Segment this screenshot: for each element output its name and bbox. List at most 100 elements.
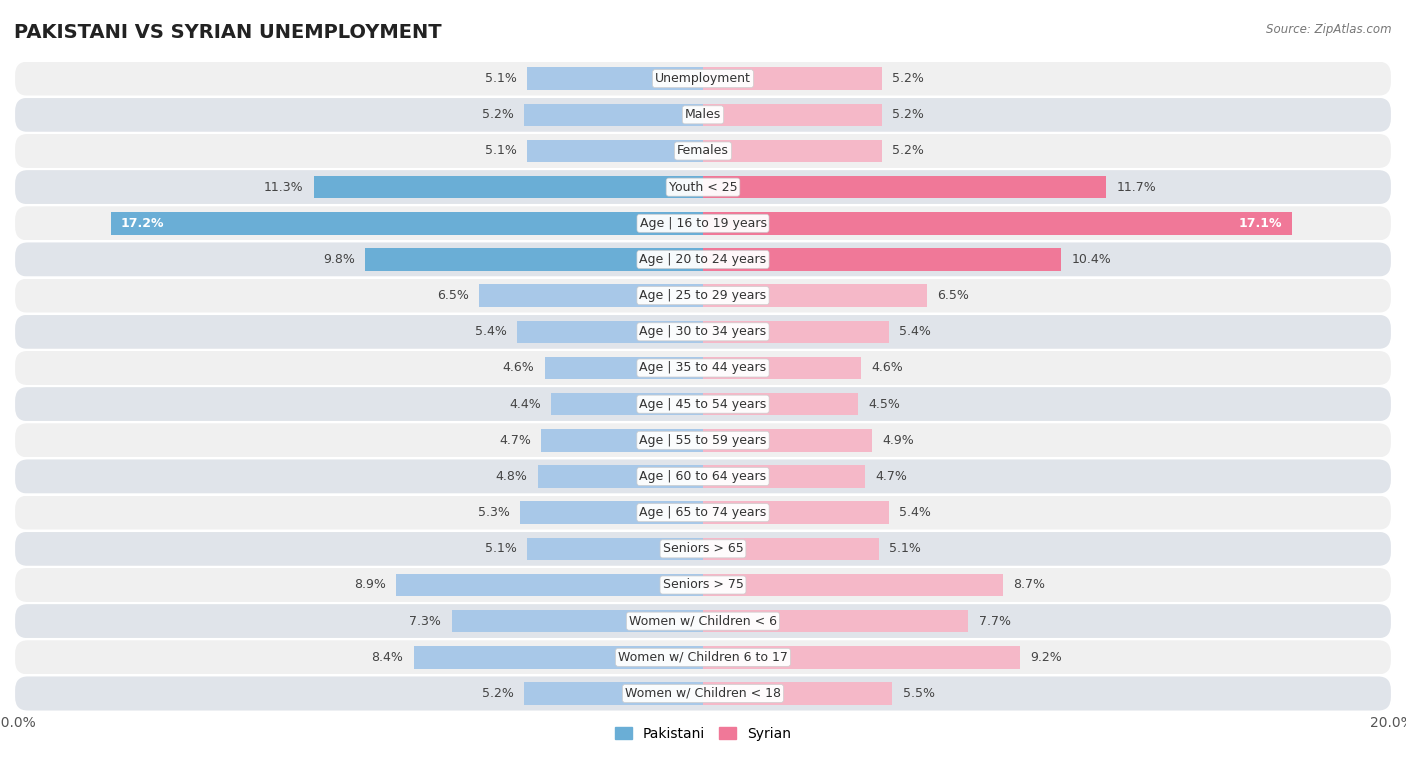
FancyBboxPatch shape (14, 205, 1392, 241)
Bar (703, 248, 1062, 271)
Text: 4.6%: 4.6% (502, 362, 534, 375)
Bar (527, 67, 703, 90)
Text: Age | 16 to 19 years: Age | 16 to 19 years (640, 217, 766, 230)
Text: 10.4%: 10.4% (1071, 253, 1111, 266)
Bar (703, 321, 889, 343)
Bar (703, 682, 893, 705)
Text: 8.9%: 8.9% (354, 578, 387, 591)
FancyBboxPatch shape (14, 97, 1392, 133)
Text: 6.5%: 6.5% (938, 289, 969, 302)
Text: 5.2%: 5.2% (893, 72, 924, 85)
Bar (413, 646, 703, 668)
Bar (703, 429, 872, 451)
FancyBboxPatch shape (14, 386, 1392, 422)
Text: Age | 55 to 59 years: Age | 55 to 59 years (640, 434, 766, 447)
Text: Youth < 25: Youth < 25 (669, 181, 737, 194)
FancyBboxPatch shape (14, 278, 1392, 313)
Bar (537, 466, 703, 488)
Legend: Pakistani, Syrian: Pakistani, Syrian (610, 721, 796, 746)
FancyBboxPatch shape (14, 169, 1392, 205)
Text: 5.2%: 5.2% (893, 108, 924, 121)
Text: Seniors > 65: Seniors > 65 (662, 542, 744, 556)
FancyBboxPatch shape (14, 603, 1392, 639)
Text: 4.7%: 4.7% (875, 470, 907, 483)
Bar (703, 176, 1107, 198)
Text: 5.4%: 5.4% (900, 326, 931, 338)
Bar (451, 610, 703, 632)
FancyBboxPatch shape (14, 494, 1392, 531)
Text: 8.7%: 8.7% (1012, 578, 1045, 591)
Text: 4.5%: 4.5% (869, 397, 900, 410)
FancyBboxPatch shape (14, 313, 1392, 350)
Text: 5.2%: 5.2% (482, 687, 513, 700)
Text: 17.2%: 17.2% (121, 217, 165, 230)
Bar (703, 212, 1292, 235)
Bar (366, 248, 703, 271)
Text: Age | 45 to 54 years: Age | 45 to 54 years (640, 397, 766, 410)
Bar (479, 285, 703, 307)
Text: Seniors > 75: Seniors > 75 (662, 578, 744, 591)
Text: 5.5%: 5.5% (903, 687, 935, 700)
Text: Females: Females (678, 145, 728, 157)
FancyBboxPatch shape (14, 350, 1392, 386)
Text: Males: Males (685, 108, 721, 121)
Bar (527, 537, 703, 560)
Text: 4.7%: 4.7% (499, 434, 531, 447)
Text: 4.8%: 4.8% (495, 470, 527, 483)
Text: Age | 25 to 29 years: Age | 25 to 29 years (640, 289, 766, 302)
Text: 4.6%: 4.6% (872, 362, 904, 375)
FancyBboxPatch shape (14, 639, 1392, 675)
Text: 5.3%: 5.3% (478, 506, 510, 519)
Text: Age | 30 to 34 years: Age | 30 to 34 years (640, 326, 766, 338)
Text: 5.1%: 5.1% (889, 542, 921, 556)
Text: 7.3%: 7.3% (409, 615, 441, 628)
Text: 5.1%: 5.1% (485, 145, 517, 157)
Text: 9.8%: 9.8% (323, 253, 356, 266)
Text: Women w/ Children 6 to 17: Women w/ Children 6 to 17 (619, 651, 787, 664)
Text: 5.4%: 5.4% (900, 506, 931, 519)
Text: Women w/ Children < 18: Women w/ Children < 18 (626, 687, 780, 700)
Bar (551, 393, 703, 416)
Bar (703, 466, 865, 488)
Bar (703, 104, 882, 126)
Text: Source: ZipAtlas.com: Source: ZipAtlas.com (1267, 23, 1392, 36)
Bar (703, 285, 927, 307)
Bar (520, 501, 703, 524)
FancyBboxPatch shape (14, 133, 1392, 169)
Text: Age | 35 to 44 years: Age | 35 to 44 years (640, 362, 766, 375)
FancyBboxPatch shape (14, 241, 1392, 278)
Text: 17.1%: 17.1% (1239, 217, 1282, 230)
Bar (703, 574, 1002, 597)
Text: 5.2%: 5.2% (893, 145, 924, 157)
Bar (703, 646, 1019, 668)
Bar (544, 357, 703, 379)
FancyBboxPatch shape (14, 422, 1392, 459)
Text: 8.4%: 8.4% (371, 651, 404, 664)
Text: Age | 20 to 24 years: Age | 20 to 24 years (640, 253, 766, 266)
Text: Age | 60 to 64 years: Age | 60 to 64 years (640, 470, 766, 483)
FancyBboxPatch shape (14, 531, 1392, 567)
Text: Age | 65 to 74 years: Age | 65 to 74 years (640, 506, 766, 519)
Bar (396, 574, 703, 597)
Bar (703, 67, 882, 90)
Bar (703, 357, 862, 379)
Bar (703, 393, 858, 416)
Text: 6.5%: 6.5% (437, 289, 468, 302)
Bar (703, 501, 889, 524)
Text: 5.1%: 5.1% (485, 72, 517, 85)
Bar (517, 321, 703, 343)
Text: 7.7%: 7.7% (979, 615, 1011, 628)
Bar (527, 140, 703, 162)
Bar (524, 104, 703, 126)
Bar (703, 140, 882, 162)
Bar (703, 610, 969, 632)
Text: 5.2%: 5.2% (482, 108, 513, 121)
Text: 5.1%: 5.1% (485, 542, 517, 556)
Text: 4.4%: 4.4% (509, 397, 541, 410)
Text: PAKISTANI VS SYRIAN UNEMPLOYMENT: PAKISTANI VS SYRIAN UNEMPLOYMENT (14, 23, 441, 42)
Text: 9.2%: 9.2% (1031, 651, 1062, 664)
Text: 4.9%: 4.9% (882, 434, 914, 447)
Text: 11.3%: 11.3% (264, 181, 304, 194)
Bar (541, 429, 703, 451)
FancyBboxPatch shape (14, 61, 1392, 97)
